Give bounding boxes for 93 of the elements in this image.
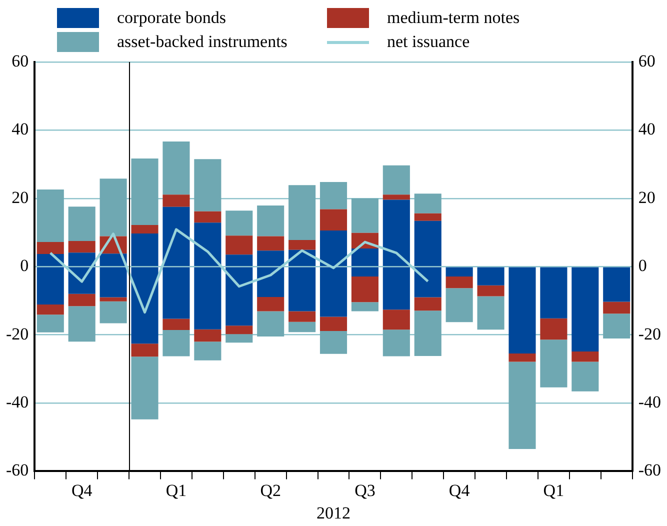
y-tick-label: -40 (6, 392, 29, 412)
legend-label: medium-term notes (387, 8, 520, 28)
bar (320, 209, 348, 230)
bar (288, 311, 316, 322)
x-tick-label: Q2 (260, 480, 281, 500)
y2-tick-label: 20 (638, 188, 656, 207)
y2-tick-label: -60 (638, 460, 662, 480)
bar (320, 182, 348, 210)
bar (382, 165, 410, 195)
bar (540, 267, 568, 318)
bar (100, 301, 127, 324)
bar (68, 294, 96, 306)
bar (320, 316, 348, 332)
bar (446, 288, 473, 322)
bar (162, 141, 190, 195)
bar (100, 178, 127, 236)
y2-tick-label: 40 (638, 120, 656, 139)
bar (131, 356, 158, 420)
bar (382, 330, 410, 356)
bar (414, 213, 442, 221)
bar (414, 310, 442, 356)
bar (131, 225, 158, 234)
bar (68, 241, 96, 253)
bar (162, 318, 190, 330)
bar (162, 194, 190, 207)
bar (603, 302, 630, 314)
bar (68, 306, 96, 342)
bar (414, 194, 442, 214)
bar (288, 240, 316, 250)
bar (572, 352, 599, 362)
bar (477, 296, 504, 330)
legend-label: corporate bonds (117, 8, 226, 28)
bar (603, 267, 630, 302)
bar (320, 331, 348, 354)
y-tick-label: 40 (12, 120, 29, 139)
bar (414, 297, 442, 311)
bar (446, 276, 473, 288)
x-tick-label: Q1 (543, 480, 564, 500)
bar (131, 158, 158, 225)
bar (226, 326, 253, 334)
bar (257, 296, 284, 312)
bar (540, 318, 568, 340)
y-tick-label: 60 (12, 51, 29, 70)
bar (162, 330, 190, 356)
bar (508, 267, 536, 354)
x-axis-title: 2012 (316, 503, 350, 522)
bar (226, 236, 253, 255)
x-tick-label: Q4 (448, 480, 470, 500)
y-tick-label: 20 (12, 188, 29, 207)
y2-tick-label: -40 (638, 392, 662, 412)
bar (382, 194, 410, 200)
y-tick-label: 0 (20, 256, 29, 276)
y-tick-label: -20 (6, 324, 29, 344)
bar (572, 362, 599, 392)
bar (68, 206, 96, 242)
bar (36, 242, 64, 254)
bar (603, 314, 630, 339)
y2-tick-label: 0 (638, 256, 647, 276)
bar (288, 322, 316, 332)
bar (572, 267, 599, 352)
x-tick-label: Q1 (166, 480, 187, 500)
bar (257, 236, 284, 251)
bar (100, 297, 127, 302)
y2-tick-label: 60 (638, 51, 656, 70)
bar (446, 267, 473, 276)
bar (226, 334, 253, 343)
bar (257, 206, 284, 236)
bar (351, 198, 378, 233)
bar (257, 311, 284, 337)
bar (194, 329, 222, 342)
bar (382, 310, 410, 330)
bar (131, 344, 158, 357)
y-tick-label: -60 (6, 460, 29, 480)
bar (36, 190, 64, 242)
bar (508, 362, 536, 450)
bar (508, 354, 536, 362)
bar (36, 304, 64, 315)
y2-tick-label: -20 (638, 324, 662, 344)
bar (351, 276, 378, 302)
bar (36, 314, 64, 332)
bar (194, 159, 222, 212)
legend-label: net issuance (387, 32, 470, 52)
bar (351, 302, 378, 312)
bar (477, 267, 504, 286)
bar (477, 285, 504, 296)
x-tick-label: Q4 (71, 480, 93, 500)
bar (194, 342, 222, 360)
x-tick-label: Q3 (354, 480, 376, 500)
legend-label: asset-backed instruments (117, 32, 288, 52)
bar (226, 210, 253, 236)
bar (288, 185, 316, 240)
bar (540, 340, 568, 388)
bar (194, 211, 222, 223)
